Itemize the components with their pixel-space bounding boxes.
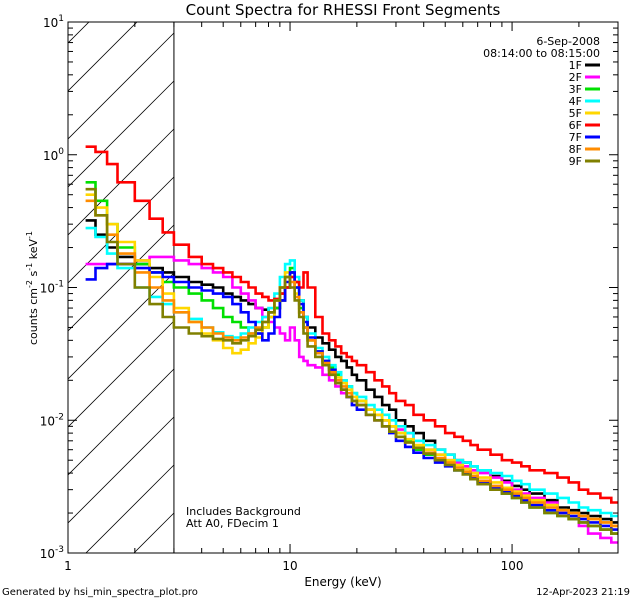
- hatched-region: [68, 22, 175, 553]
- series-lines: [85, 145, 618, 544]
- x-tick-label: 1: [64, 559, 72, 573]
- legend-label-3f: 3F: [569, 83, 582, 96]
- hatch-line: [85, 464, 175, 553]
- annotation-background: Includes Background: [186, 505, 301, 518]
- legend-label-4f: 4F: [569, 95, 582, 108]
- y-tick-label: 100: [43, 147, 64, 163]
- series-line-6f: [85, 145, 618, 504]
- hatch-line: [133, 512, 175, 553]
- footer-timestamp: 12-Apr-2023 21:19: [536, 587, 630, 598]
- hatch-line: [68, 320, 175, 428]
- x-axis-ticks: 1 10 100: [64, 22, 619, 573]
- chart-title: Count Spectra for RHESSI Front Segments: [186, 1, 501, 19]
- hatch-line: [68, 224, 175, 332]
- hatch-line: [68, 22, 90, 44]
- annotation-attenuator: Att A0, FDecim 1: [186, 517, 279, 530]
- legend-label-2f: 2F: [569, 71, 582, 84]
- series-line-9f: [85, 187, 618, 535]
- legend-label-6f: 6F: [569, 119, 582, 132]
- legend: 6-Sep-2008 08:14:00 to 08:15:00 1F2F3F4F…: [483, 35, 600, 168]
- hatch-line: [68, 368, 175, 476]
- hatch-line: [68, 272, 175, 380]
- hatch-line: [68, 32, 175, 140]
- legend-time-range: 08:14:00 to 08:15:00: [483, 47, 600, 60]
- legend-label-8f: 8F: [569, 143, 582, 156]
- x-tick-label: 10: [282, 559, 297, 573]
- legend-label-5f: 5F: [569, 107, 582, 120]
- series-line-1f: [85, 219, 618, 524]
- y-tick-label: 101: [43, 14, 64, 30]
- hatch-line: [68, 416, 175, 524]
- y-tick-label: 10-2: [40, 412, 64, 428]
- legend-label-9f: 9F: [569, 155, 582, 168]
- y-tick-label: 10-1: [40, 280, 64, 296]
- legend-date: 6-Sep-2008: [536, 35, 600, 48]
- y-tick-label: 10-3: [40, 545, 64, 561]
- x-axis-label: Energy (keV): [304, 575, 381, 589]
- legend-label-7f: 7F: [569, 131, 582, 144]
- y-axis-ticks: 10-3 10-2 10-1 100 101: [40, 14, 618, 561]
- legend-label-1f: 1F: [569, 59, 582, 72]
- footer-generated-by: Generated by hsi_min_spectra_plot.pro: [2, 587, 198, 598]
- hatch-line: [68, 80, 175, 188]
- series-line-8f: [85, 199, 618, 528]
- y-axis-label: counts cm-2 s-1 keV-1: [25, 231, 40, 345]
- x-tick-label: 100: [501, 559, 524, 573]
- hatch-line: [68, 22, 138, 92]
